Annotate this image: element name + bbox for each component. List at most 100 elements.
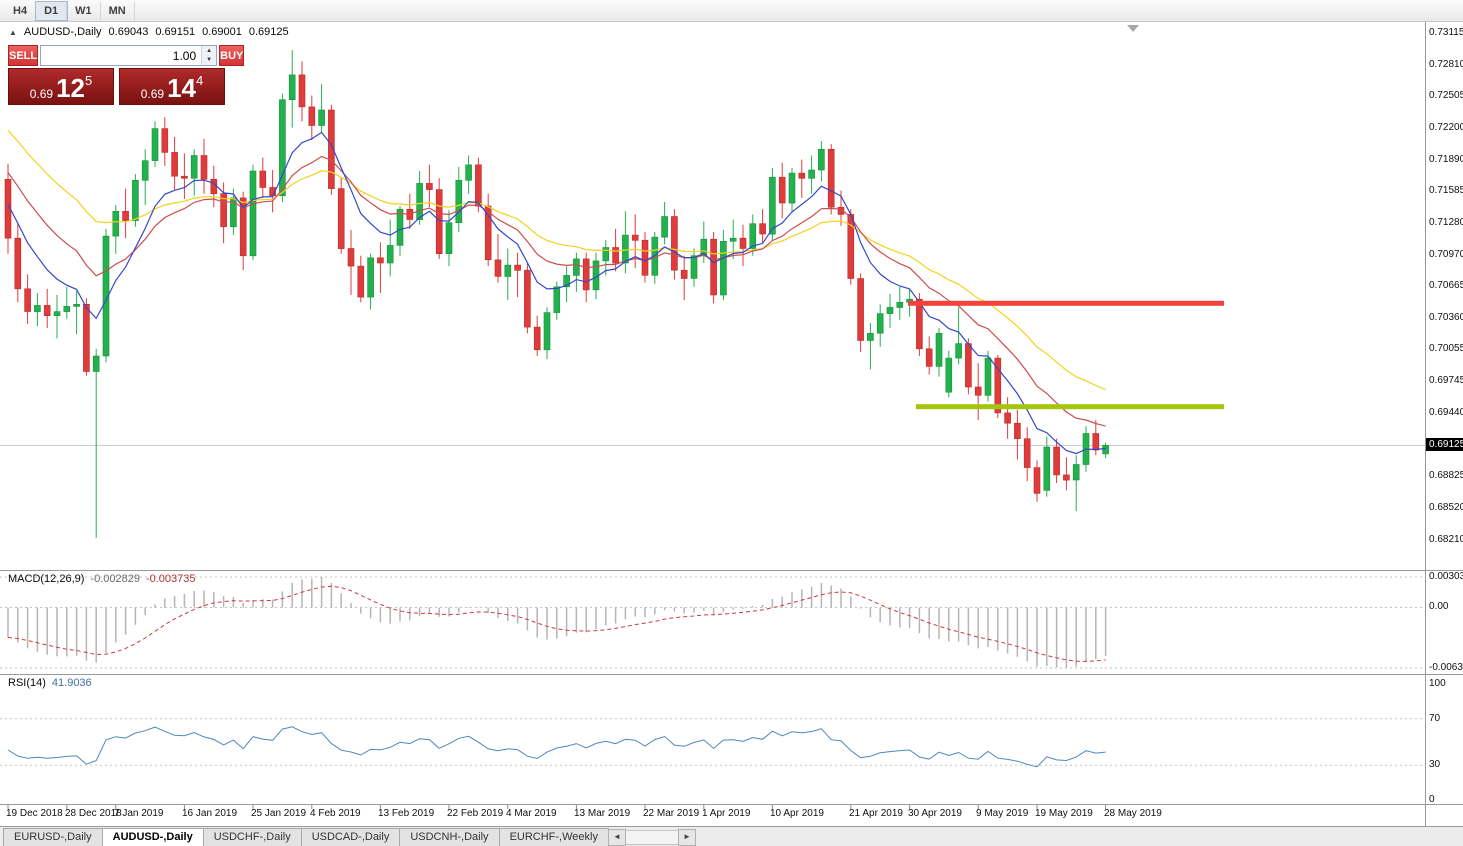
price-axis-label: 0.71890 <box>1429 154 1463 165</box>
date-axis-label: 7 Jan 2019 <box>114 808 164 819</box>
price-axis-label: 0.71280 <box>1429 217 1463 228</box>
date-axis-label: 22 Mar 2019 <box>643 808 700 819</box>
chart-tab-audusd-daily[interactable]: AUDUSD-,Daily <box>101 828 204 846</box>
macd-signal-value: -0.003735 <box>145 573 196 585</box>
sell-button[interactable]: SELL <box>8 45 39 66</box>
price-axis-label: 0.73115 <box>1429 27 1463 38</box>
buy-button[interactable]: BUY <box>219 45 245 66</box>
date-axis-label: 19 May 2019 <box>1035 808 1093 819</box>
ohlc-low-value: 0.69001 <box>202 26 242 38</box>
ma-28-line <box>7 129 1106 391</box>
tabs-scrollbar: ◄ ► <box>607 828 696 846</box>
timeframe-button-h4[interactable]: H4 <box>5 1 37 20</box>
buy-price-base: 0.69 <box>140 86 165 101</box>
price-axis-label: 0.70970 <box>1429 249 1463 260</box>
rsi-axis-label: 30 <box>1429 759 1441 770</box>
chart-tab-usdchf-daily[interactable]: USDCHF-,Daily <box>202 828 302 846</box>
price-axis-border <box>1425 22 1426 826</box>
date-axis-label: 13 Mar 2019 <box>574 808 631 819</box>
price-axis-label: 0.71585 <box>1429 185 1463 196</box>
price-axis-label: 0.70055 <box>1429 343 1463 354</box>
price-axis-label: 0.72810 <box>1429 59 1463 70</box>
price-axis-label: 0.72200 <box>1429 122 1463 133</box>
macd-axis-label: -0.006311 <box>1429 662 1463 673</box>
price-axis-label: 0.68210 <box>1429 534 1463 545</box>
chart-tab-eurchf-weekly[interactable]: EURCHF-,Weekly <box>498 828 609 846</box>
buy-price-display[interactable]: 0.69 14 4 <box>119 68 225 105</box>
sell-price-pips: 12 <box>56 73 86 104</box>
scroll-right-button[interactable]: ► <box>677 828 696 846</box>
macd-axis-label: 0.00 <box>1429 601 1449 612</box>
sell-price-display[interactable]: 0.69 12 5 <box>8 68 114 105</box>
sell-price-point: 5 <box>85 73 93 88</box>
date-axis-label: 22 Feb 2019 <box>447 808 504 819</box>
rsi-axis-label: 100 <box>1429 678 1446 689</box>
price-axis-label: 0.69440 <box>1429 407 1463 418</box>
sell-price-base: 0.69 <box>29 86 54 101</box>
rsi-indicator-label: RSI(14) 41.9036 <box>8 677 92 689</box>
resistance-line[interactable] <box>908 300 1224 306</box>
date-axis-label: 4 Mar 2019 <box>506 808 557 819</box>
chart-shift-marker-icon <box>1127 25 1139 32</box>
rsi-panel-splitter[interactable] <box>0 674 1463 675</box>
volume-field: ▲ ▼ <box>40 45 218 66</box>
volume-input[interactable] <box>41 46 202 65</box>
ohlc-close-value: 0.69125 <box>248 26 289 38</box>
macd-histogram-layer <box>7 577 1107 668</box>
scrollbar-track[interactable] <box>625 829 678 845</box>
current-price-tag: 0.69125 <box>1426 438 1463 451</box>
chart-tab-eurusd-daily[interactable]: EURUSD-,Daily <box>3 828 103 846</box>
timeframes-toolbar: H4 D1 W1 MN <box>0 0 1463 22</box>
date-axis-label: 30 Apr 2019 <box>908 808 962 819</box>
price-axis-label: 0.70360 <box>1429 312 1463 323</box>
one-click-panel-toggle-icon[interactable]: ▲ <box>9 27 17 37</box>
buy-price-pips: 14 <box>167 73 197 104</box>
rsi-axis-label: 70 <box>1429 713 1441 724</box>
date-axis-label: 13 Feb 2019 <box>378 808 435 819</box>
macd-panel-splitter[interactable] <box>0 570 1463 571</box>
date-axis-label: 4 Feb 2019 <box>310 808 361 819</box>
ma-16-line <box>7 155 1106 427</box>
price-axis-label: 0.72505 <box>1429 90 1463 101</box>
timeframe-button-w1[interactable]: W1 <box>67 1 101 20</box>
chart-tab-usdcnh-daily[interactable]: USDCNH-,Daily <box>399 828 500 846</box>
macd-name: MACD(12,26,9) <box>8 573 85 585</box>
scroll-left-button[interactable]: ◄ <box>607 828 626 846</box>
support-line[interactable] <box>916 404 1224 410</box>
rsi-value: 41.9036 <box>51 677 92 689</box>
timeframe-button-mn[interactable]: MN <box>101 1 135 20</box>
volume-stepper: ▲ ▼ <box>201 46 217 65</box>
price-axis-label: 0.68825 <box>1429 470 1463 481</box>
date-axis-border <box>0 804 1463 805</box>
date-axis-label: 16 Jan 2019 <box>182 808 238 819</box>
date-axis-label: 10 Apr 2019 <box>770 808 824 819</box>
chart-symbol-label: AUDUSD-,Daily <box>23 26 102 38</box>
date-axis-label: 19 Dec 2018 <box>6 808 63 819</box>
chart-tab-usdcad-daily[interactable]: USDCAD-,Daily <box>300 828 401 846</box>
price-axis-label: 0.69745 <box>1429 375 1463 386</box>
date-axis-label: 9 May 2019 <box>976 808 1029 819</box>
chart-title: ▲ AUDUSD-,Daily 0.69043 0.69151 0.69001 … <box>9 26 289 38</box>
macd-axis-label: 0.003035 <box>1429 571 1463 582</box>
macd-indicator-label: MACD(12,26,9) -0.002829 -0.003735 <box>8 573 196 585</box>
rsi-name: RSI(14) <box>8 677 46 689</box>
ohlc-high-value: 0.69151 <box>155 26 196 38</box>
rsi-line <box>7 726 1106 768</box>
timeframe-button-d1[interactable]: D1 <box>35 0 69 21</box>
date-axis-label: 25 Jan 2019 <box>251 808 307 819</box>
volume-increase-button[interactable]: ▲ <box>202 46 217 56</box>
date-axis-label: 28 Dec 2018 <box>65 808 122 819</box>
buy-price-point: 4 <box>196 73 204 88</box>
ma-8-line <box>7 131 1106 455</box>
date-axis-label: 21 Apr 2019 <box>849 808 903 819</box>
date-axis-label: 28 May 2019 <box>1104 808 1162 819</box>
candles-layer <box>4 50 1109 538</box>
chart-tabs-bar: EURUSD-,Daily AUDUSD-,Daily USDCHF-,Daily U… <box>0 826 1463 846</box>
macd-main-value: -0.002829 <box>90 573 140 585</box>
volume-decrease-button[interactable]: ▼ <box>202 55 217 65</box>
price-axis-label: 0.70665 <box>1429 280 1463 291</box>
ohlc-open-value: 0.69043 <box>108 26 149 38</box>
macd-signal-line <box>7 585 1106 662</box>
